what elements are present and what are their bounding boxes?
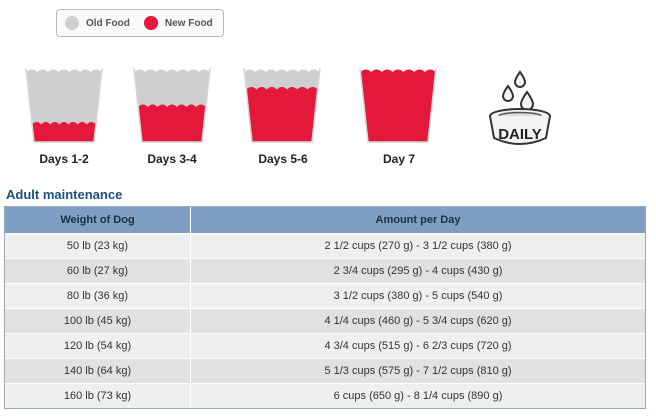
legend-old-label: Old Food (86, 17, 130, 29)
header-amount: Amount per Day (191, 207, 645, 233)
cup-outline (243, 67, 321, 143)
amount-cell: 3 1/2 cups (380 g) - 5 cups (540 g) (191, 283, 645, 308)
header-weight: Weight of Dog (5, 207, 191, 233)
new-food-swatch (143, 16, 158, 30)
amount-cell: 6 cups (650 g) - 8 1/4 cups (890 g) (191, 383, 645, 408)
legend-old-food: Old Food (65, 16, 130, 30)
daily-bowl-icon: DAILY (484, 68, 564, 157)
cup-outline (25, 67, 103, 143)
new-food-fill (32, 122, 96, 142)
transition-cup-2 (130, 60, 214, 146)
cup-outline (133, 67, 211, 143)
transition-label-2: Days 3-4 (147, 152, 197, 166)
daily-icon-text: DAILY (498, 126, 542, 143)
new-food-fill (360, 69, 436, 142)
transition-label-1: Days 1-2 (39, 152, 89, 166)
old-food-swatch (65, 16, 79, 30)
amount-cell: 4 1/4 cups (460 g) - 5 3/4 cups (620 g) (191, 308, 645, 333)
food-legend: Old Food New Food (56, 9, 224, 37)
table-row: 80 lb (36 kg) 3 1/2 cups (380 g) - 5 cup… (5, 283, 645, 308)
legend-new-food: New Food (143, 16, 213, 30)
legend-new-label: New Food (164, 17, 213, 29)
weight-cell: 80 lb (36 kg) (5, 283, 191, 308)
table-header-row: Weight of Dog Amount per Day (5, 207, 645, 233)
cup-outline (359, 67, 437, 143)
amount-cell: 4 3/4 cups (515 g) - 6 2/3 cups (720 g) (191, 333, 645, 358)
cup-icon (25, 67, 103, 143)
table-row: 120 lb (54 kg) 4 3/4 cups (515 g) - 6 2/… (5, 333, 645, 358)
weight-cell: 140 lb (64 kg) (5, 358, 191, 383)
cup-icon (243, 67, 321, 143)
amount-cell: 2 1/2 cups (270 g) - 3 1/2 cups (380 g) (191, 233, 645, 258)
cup-icon (359, 67, 437, 143)
transition-label-3: Days 5-6 (258, 152, 308, 166)
cup-icon (133, 67, 211, 143)
table-row: 50 lb (23 kg) 2 1/2 cups (270 g) - 3 1/2… (5, 233, 645, 258)
table-row: 160 lb (73 kg) 6 cups (650 g) - 8 1/4 cu… (5, 383, 645, 408)
weight-cell: 120 lb (54 kg) (5, 333, 191, 358)
weight-cell: 50 lb (23 kg) (5, 233, 191, 258)
table-row: 60 lb (27 kg) 2 3/4 cups (295 g) - 4 cup… (5, 258, 645, 283)
amount-cell: 5 1/3 cups (575 g) - 7 1/2 cups (810 g) (191, 358, 645, 383)
new-food-fill (138, 104, 206, 142)
feeding-table: Weight of Dog Amount per Day 50 lb (23 k… (4, 206, 646, 409)
table-row: 140 lb (64 kg) 5 1/3 cups (575 g) - 7 1/… (5, 358, 645, 383)
weight-cell: 160 lb (73 kg) (5, 383, 191, 408)
transition-cup-3 (240, 60, 324, 146)
section-title: Adult maintenance (6, 187, 123, 202)
transition-cup-4 (356, 60, 440, 146)
transition-cup-1 (22, 60, 106, 146)
amount-cell: 2 3/4 cups (295 g) - 4 cups (430 g) (191, 258, 645, 283)
new-food-fill (246, 87, 318, 142)
weight-cell: 60 lb (27 kg) (5, 258, 191, 283)
table-row: 100 lb (45 kg) 4 1/4 cups (460 g) - 5 3/… (5, 308, 645, 333)
transition-label-4: Day 7 (382, 152, 416, 166)
weight-cell: 100 lb (45 kg) (5, 308, 191, 333)
